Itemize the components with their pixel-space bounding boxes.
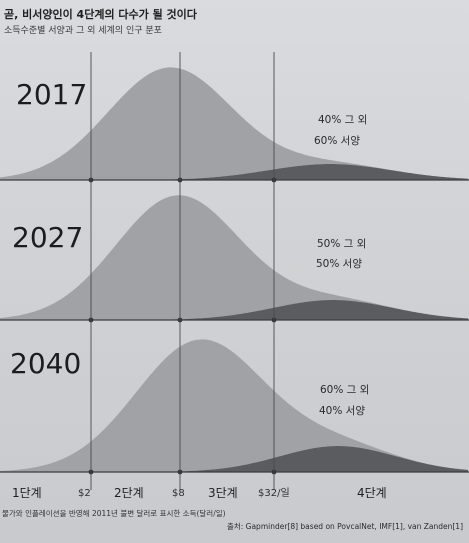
rest-share-label: 60% 그 외 — [320, 384, 369, 396]
page-subtitle: 소득수준별 서양과 그 외 세계의 인구 분포 — [4, 26, 162, 36]
west-share-label: 40% 서양 — [319, 405, 365, 417]
west-share-label: 60% 서양 — [314, 135, 360, 147]
x-tick-label: $8 — [172, 488, 185, 499]
source-note: 출처: Gapminder[8] based on PovcalNet, IMF… — [226, 522, 463, 531]
x-tick-label: $32/일 — [258, 487, 290, 499]
panel-2040: 2040 60% 그 외 40% 서양 — [0, 339, 469, 475]
stage-label: 1단계 — [12, 486, 42, 500]
page-title: 곧, 비서양인이 4단계의 다수가 될 것이다 — [4, 8, 197, 21]
area-rest-2017 — [0, 67, 468, 180]
area-west-2027 — [0, 300, 468, 320]
x-tick-label: $2 — [78, 488, 91, 499]
stage-label: 4단계 — [357, 486, 387, 500]
panel-2017: 2017 40% 그 외 60% 서양 — [0, 67, 469, 183]
year-label: 2017 — [16, 78, 87, 111]
area-west-2040 — [0, 446, 468, 472]
stage-label: 3단계 — [208, 486, 238, 500]
x-axis-note: 물가와 인플레이션을 반영해 2011년 불변 달러로 표시한 소득(달러/일) — [2, 509, 226, 518]
panel-2027: 2027 50% 그 외 50% 서양 — [0, 195, 469, 323]
year-label: 2027 — [12, 221, 83, 254]
year-label: 2040 — [10, 347, 81, 380]
rest-share-label: 40% 그 외 — [318, 114, 367, 126]
west-share-label: 50% 서양 — [316, 258, 362, 270]
area-rest-2040 — [0, 339, 468, 472]
rest-share-label: 50% 그 외 — [317, 238, 366, 250]
stage-label: 2단계 — [114, 486, 144, 500]
area-rest-2027 — [0, 195, 468, 320]
area-west-2017 — [0, 164, 468, 180]
